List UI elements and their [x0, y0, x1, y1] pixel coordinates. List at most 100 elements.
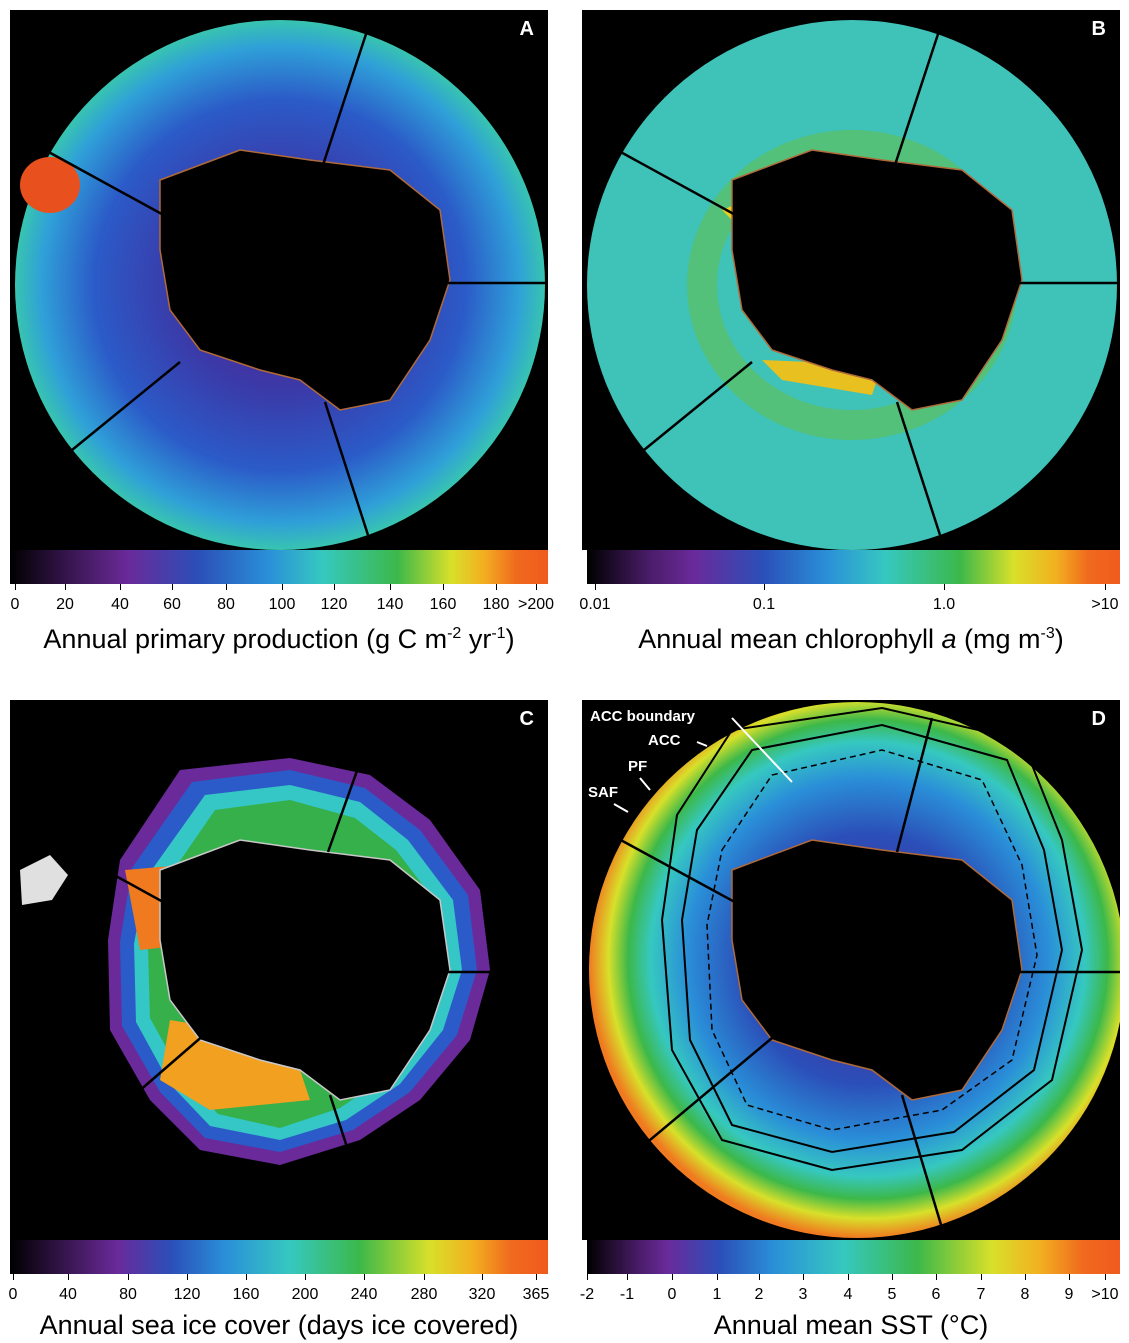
tick-label: 3: [798, 1286, 808, 1303]
tick-mark: [764, 584, 765, 590]
primary-production-map: [15, 20, 548, 550]
tick-mark: [536, 584, 537, 590]
acc-boundary-arrow: [731, 717, 793, 783]
tick-label: >200: [517, 596, 555, 613]
colorbar-b: [587, 550, 1120, 584]
panel-letter: C: [519, 708, 534, 730]
antarctica-landmass: [731, 839, 1023, 1101]
tick-label: 200: [291, 1286, 319, 1303]
tick-mark: [717, 1274, 718, 1280]
tick-mark: [13, 1274, 14, 1280]
tick-label: 0: [667, 1286, 677, 1303]
south-america-outline: [20, 855, 68, 905]
sea-ice-map: [20, 739, 548, 1165]
tick-label: 6: [931, 1286, 941, 1303]
colorbar-b-tickmarks: [587, 584, 1120, 590]
tick-label: 240: [350, 1286, 378, 1303]
tick-mark: [305, 1274, 306, 1280]
panel-a-map: A: [10, 10, 548, 550]
colorbar-a-tickmarks: [10, 584, 548, 590]
saf-front-line: [660, 706, 1084, 1172]
tick-label: 120: [320, 596, 348, 613]
tick-mark: [944, 584, 945, 590]
tick-label: 1.0: [932, 596, 956, 613]
tick-label: 0.1: [752, 596, 776, 613]
caption-b: Annual mean chlorophyll a (mg m-3): [582, 624, 1120, 655]
caption-sup: -1: [491, 625, 506, 642]
tick-label: 80: [119, 1286, 137, 1303]
pf-front-line: [680, 723, 1064, 1154]
tick-mark: [282, 584, 283, 590]
caption-sup: -3: [1040, 625, 1055, 642]
colorbar-d-tickmarks: [587, 1274, 1120, 1280]
tick-label: 8: [1020, 1286, 1030, 1303]
tick-mark: [187, 1274, 188, 1280]
antarctica-landmass: [159, 149, 451, 411]
colorbar-a-ticks: 0 20 40 60 80 100 120 140 160 180 >200: [10, 596, 554, 618]
tick-mark: [172, 584, 173, 590]
colorbar-a: [10, 550, 548, 584]
colorbar-d: [587, 1240, 1120, 1274]
tick-mark: [226, 584, 227, 590]
antarctica-landmass: [159, 839, 451, 1101]
colorbar-b-ticks: 0.01 0.1 1.0 >10: [579, 596, 1120, 618]
pf-label: PF: [628, 758, 648, 775]
caption-c: Annual sea ice cover (days ice covered): [10, 1310, 548, 1341]
tick-label: -1: [619, 1286, 635, 1303]
tick-label: 20: [56, 596, 74, 613]
caption-d: Annual mean SST (°C): [582, 1310, 1120, 1341]
caption-mid: yr: [461, 624, 492, 654]
caption-text: Annual mean chlorophyll: [638, 624, 942, 654]
panel-letter: A: [519, 18, 534, 40]
tick-mark: [496, 584, 497, 590]
tick-mark: [128, 1274, 129, 1280]
panel-letter: B: [1091, 18, 1106, 40]
tick-mark: [1105, 1274, 1106, 1280]
acc-label: ACC: [648, 732, 681, 749]
chlorophyll-map: [587, 20, 1120, 550]
tick-mark: [803, 1274, 804, 1280]
tick-label: 80: [217, 596, 235, 613]
high-production-patch: [20, 157, 80, 213]
tick-mark: [587, 1274, 588, 1280]
tick-label: 40: [111, 596, 129, 613]
tick-mark: [981, 1274, 982, 1280]
tick-label: 1: [712, 1286, 722, 1303]
tick-label: 0: [10, 596, 20, 613]
tick-mark: [627, 1274, 628, 1280]
tick-mark: [65, 584, 66, 590]
colorbar-c: [10, 1240, 548, 1274]
tick-mark: [120, 584, 121, 590]
tick-label: 4: [843, 1286, 853, 1303]
acc-boundary-label: ACC boundary: [590, 708, 695, 725]
tick-label: 5: [887, 1286, 897, 1303]
caption-text: Annual sea ice cover (days ice covered): [39, 1310, 519, 1340]
tick-mark: [848, 1274, 849, 1280]
tick-mark: [424, 1274, 425, 1280]
tick-label: >10: [1091, 1286, 1119, 1303]
tick-mark: [536, 1274, 537, 1280]
caption-italic: a: [941, 624, 957, 654]
tick-mark: [443, 584, 444, 590]
tick-mark: [390, 584, 391, 590]
tick-mark: [364, 1274, 365, 1280]
tick-label: 9: [1064, 1286, 1074, 1303]
tick-mark: [334, 584, 335, 590]
tick-label: 280: [410, 1286, 438, 1303]
colorbar-c-tickmarks: [10, 1274, 548, 1280]
caption-mid: (mg m: [956, 624, 1041, 654]
tick-label: 7: [976, 1286, 986, 1303]
tick-mark: [595, 584, 596, 590]
caption-text: Annual primary production (g C m: [43, 624, 448, 654]
tick-mark: [1069, 1274, 1070, 1280]
tick-mark: [936, 1274, 937, 1280]
tick-label: 2: [754, 1286, 764, 1303]
tick-label: 100: [268, 596, 296, 613]
tick-label: 160: [429, 596, 457, 613]
acc-front-line: [706, 749, 1038, 1131]
tick-mark: [1025, 1274, 1026, 1280]
tick-label: 40: [59, 1286, 77, 1303]
tick-mark: [892, 1274, 893, 1280]
tick-mark: [672, 1274, 673, 1280]
caption-a: Annual primary production (g C m-2 yr-1): [10, 624, 548, 655]
